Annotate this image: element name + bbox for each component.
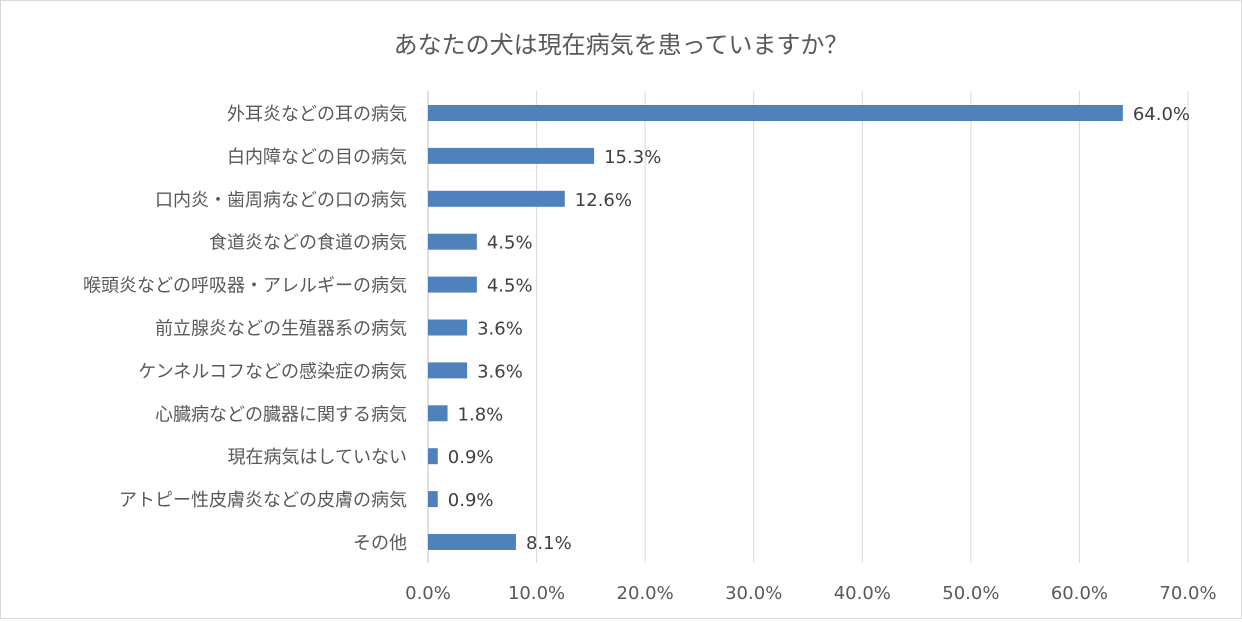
category-label: アトピー性皮膚炎などの皮膚の病気 [119,490,407,511]
bar [428,448,438,465]
chart-title: あなたの犬は現在病気を患っていますか？ [394,31,849,59]
data-label: 3.6% [477,319,523,340]
category-label: 前立腺炎などの生殖器系の病気 [155,318,407,340]
category-label: ケンネルコフなどの感染症の病気 [138,361,407,382]
category-label: その他 [353,533,407,554]
category-label: 口内炎・歯周病などの口の病気 [155,190,407,211]
x-tick-label: 70.0% [1159,583,1216,604]
category-label: 現在病気はしていない [228,447,407,468]
data-label: 4.5% [487,276,533,297]
bar [428,276,477,293]
x-tick-label: 20.0% [617,583,674,604]
data-label: 0.9% [448,490,494,511]
bar [428,362,468,379]
bar [428,405,448,422]
bar [428,319,468,336]
category-label: 外耳炎などの耳の病気 [227,104,407,125]
grid-lines [427,91,1189,563]
data-label: 64.0% [1133,104,1190,125]
data-label: 3.6% [477,361,523,382]
category-labels: 外耳炎などの耳の病気白内障などの目の病気口内炎・歯周病などの口の病気食道炎などの… [83,104,407,554]
category-label: 食道炎などの食道の病気 [209,233,407,254]
bar [428,105,1123,121]
data-label: 0.9% [448,447,494,468]
x-tick-label: 40.0% [834,583,891,604]
bars [428,105,1123,550]
data-label: 12.6% [575,190,632,211]
x-tick-label: 60.0% [1051,583,1108,604]
bar [428,534,516,550]
x-axis-tick-labels: 0.0% 10.0% 20.0% 30.0% 40.0% 50.0% 60.0% 70.0% [405,583,1216,604]
bar [428,491,438,508]
data-label: 15.3% [604,147,661,168]
x-tick-label: 0.0% [405,583,451,604]
data-label: 4.5% [487,233,533,254]
x-tick-label: 50.0% [942,583,999,604]
category-label: 心臓病などの臓器に関する病気 [155,404,407,425]
data-label: 1.8% [458,404,504,425]
category-label: 白内障などの目の病気 [227,147,407,168]
bar [428,190,565,207]
x-tick-label: 30.0% [725,583,782,604]
x-tick-label: 10.0% [508,583,565,604]
bar [428,233,477,250]
data-labels: 64.0% 15.3% 12.6% 4.5% 4.5% 3.6% 3.6% 1.8% 0.9% 0… [448,104,1190,554]
category-label: 喉頭炎などの呼吸器・アレルギーの病気 [83,276,407,297]
bar [428,147,595,164]
data-label: 8.1% [526,533,572,554]
